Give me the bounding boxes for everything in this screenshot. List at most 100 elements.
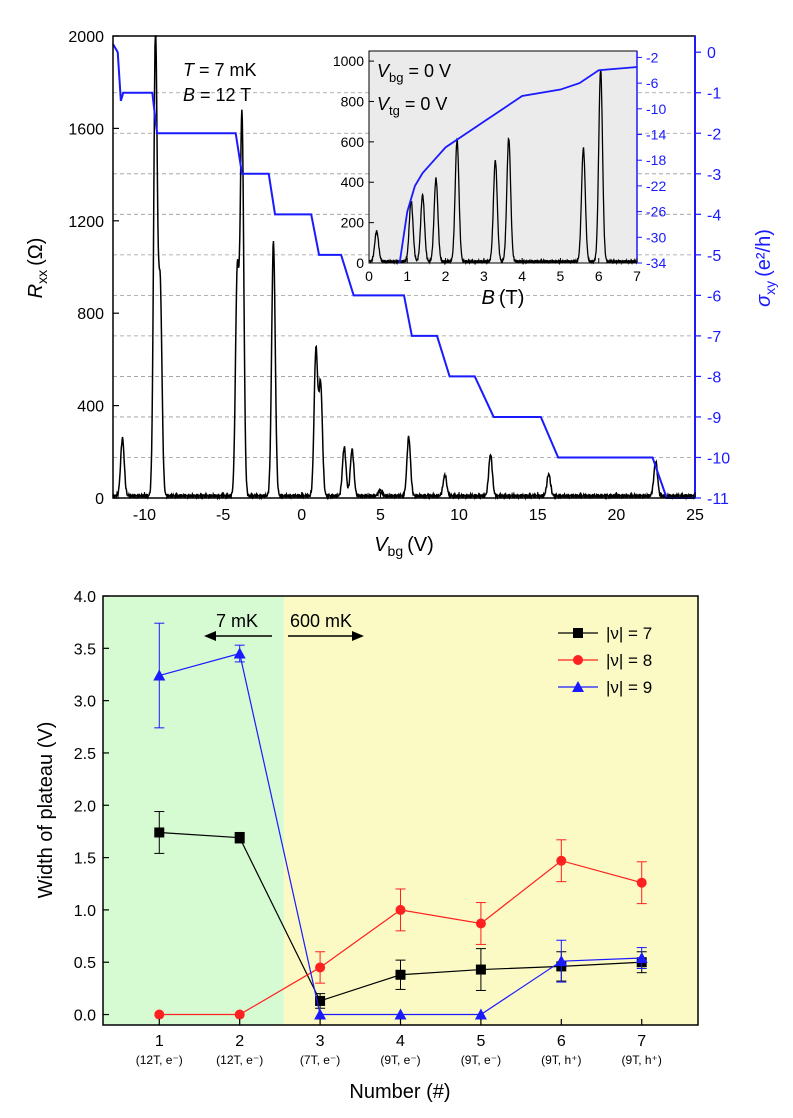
- inset-y-tick-label: 400: [341, 174, 365, 190]
- data-point-circle: [556, 855, 567, 866]
- top-x-tick-label: 0: [297, 507, 306, 524]
- inset-y2-tick-label: -14: [646, 127, 666, 143]
- top-y2-tick-label: -3: [707, 167, 721, 184]
- inset-x-tick-label: 1: [403, 268, 411, 284]
- bottom-x-tick-label: 2: [235, 1033, 244, 1050]
- top-x-tick-label: 15: [529, 507, 547, 524]
- top-rxx-line: [112, 35, 696, 501]
- bottom-x-tick-label: 7: [637, 1033, 646, 1050]
- bottom-x-sublabel: (12T, e⁻): [216, 1053, 263, 1067]
- temperature-region: [283, 596, 698, 1025]
- bottom-x-sublabel: (9T, e⁻): [380, 1053, 420, 1067]
- bottom-y-tick-label: 3.0: [74, 694, 96, 711]
- top-y2-tick-label: -1: [707, 86, 721, 103]
- inset-y-tick-label: 800: [341, 93, 365, 109]
- top-sigma-series: [112, 43, 695, 499]
- inset-y-ticks: 0 200 400 600 800 1000: [333, 53, 374, 271]
- bottom-x-sublabel: (9T, h⁺): [541, 1053, 581, 1067]
- data-point-triangle: [572, 681, 584, 692]
- data-point-square: [315, 995, 326, 1006]
- inset-y-tick-label: 200: [341, 215, 365, 231]
- top-y2-label: σxy(e²/h): [753, 229, 778, 307]
- data-point-circle: [636, 877, 647, 888]
- bottom-x-label: Number (#): [349, 1081, 450, 1103]
- top-y2-tick-label: -5: [707, 248, 721, 265]
- top-x-tick-label: 5: [376, 507, 385, 524]
- top-y2-tick-label: -4: [707, 207, 721, 224]
- data-point-circle: [154, 1009, 165, 1020]
- inset-x-tick-label: 0: [365, 268, 373, 284]
- data-point-circle: [234, 1009, 245, 1020]
- bottom-x-ticks: 1 (12T, e⁻) 2 (12T, e⁻) 3 (7T, e⁻) 4 (9T, e⁻) 5 (…: [136, 1019, 662, 1067]
- inset-x-tick-label: 5: [557, 268, 565, 284]
- bottom-y-ticks: 0.0 0.5 1.0 1.5 2.0 2.5 3.0 3.5 4.0: [74, 589, 109, 1025]
- top-x-tick-label: 10: [450, 507, 468, 524]
- inset-y2-tick-label: -30: [646, 229, 666, 245]
- inset-x-tick-label: 2: [442, 268, 450, 284]
- top-y-tick-label: 400: [77, 399, 104, 416]
- arrow-left-head-icon: [204, 631, 216, 641]
- bottom-x-tick-label: 3: [316, 1033, 325, 1050]
- bottom-x-sublabel: (9T, h⁺): [622, 1053, 662, 1067]
- inset-y-tick-label: 1000: [333, 53, 364, 69]
- data-point-triangle: [394, 1008, 407, 1020]
- data-point-square: [154, 827, 165, 838]
- bottom-legend: |ν| = 7 |ν| = 8 |ν| = 9: [558, 624, 652, 697]
- top-y2-tick-label: -6: [707, 288, 721, 305]
- bottom-x-sublabel: (7T, e⁻): [300, 1053, 340, 1067]
- inset-x-tick-label: 6: [595, 268, 603, 284]
- inset-y2-tick-label: -26: [646, 204, 666, 220]
- bottom-y-tick-label: 2.5: [74, 746, 96, 763]
- top-y2-tick-label: 0: [707, 45, 716, 62]
- inset-annotation-vbg: Vbg = 0 V: [377, 61, 451, 85]
- inset-annotation-vtg: Vtg = 0 V: [377, 94, 447, 118]
- data-point-triangle: [635, 952, 648, 964]
- data-point-triangle: [474, 1008, 487, 1020]
- top-rxx-series: [112, 35, 696, 501]
- inset-x-label: B (T): [482, 287, 525, 309]
- bottom-x-sublabel: (9T, e⁻): [461, 1053, 501, 1067]
- series-triangle: [153, 622, 648, 1020]
- bottom-regions: [103, 596, 698, 1025]
- inset-x-tick-label: 7: [633, 268, 641, 284]
- top-y2-tick-label: -7: [707, 329, 721, 346]
- inset-sigma-series: [398, 66, 638, 264]
- bottom-y-tick-label: 0.0: [74, 1008, 96, 1025]
- annotation-7mk: 7 mK: [216, 611, 258, 631]
- data-point-triangle: [153, 669, 166, 681]
- bottom-x-sublabel: (12T, e⁻): [136, 1053, 183, 1067]
- bottom-x-tick-label: 1: [155, 1033, 164, 1050]
- top-y-tick-label: 800: [77, 306, 104, 323]
- top-y-tick-label: 1200: [68, 214, 104, 231]
- top-sigma-line: [112, 43, 695, 499]
- top-annotation-temperature: T = 7 mK: [183, 60, 257, 80]
- bottom-y-tick-label: 1.5: [74, 851, 96, 868]
- data-point-triangle: [555, 955, 568, 967]
- data-point-square: [573, 628, 583, 638]
- inset-chart: 0 1 2 3 4 5 6 7 0 200 400 600 800 1000 -2 -6 -10 -14 -18…: [333, 49, 667, 309]
- series-circle: [154, 839, 647, 1020]
- top-x-tick-label: 20: [607, 507, 625, 524]
- top-y-tick-label: 0: [95, 491, 104, 508]
- top-y2-tick-label: -8: [707, 369, 721, 386]
- legend-label: |ν| = 9: [606, 678, 652, 697]
- top-y2-tick-label: -2: [707, 126, 721, 143]
- top-y-ticks: 0 400 800 1200 1600 2000: [68, 29, 119, 508]
- top-y-label: Rxx(Ω): [25, 238, 50, 299]
- data-point-triangle: [314, 1008, 327, 1020]
- inset-y2-ticks: -2 -6 -10 -14 -18 -22 -26 -30 -34: [637, 49, 666, 271]
- top-y-tick-label: 1600: [68, 121, 104, 138]
- bottom-series: [153, 622, 648, 1020]
- top-y2-tick-label: -10: [707, 450, 730, 467]
- data-point-square: [395, 969, 406, 980]
- inset-y2-tick-label: -2: [646, 49, 659, 65]
- inset-y2-tick-label: -22: [646, 178, 666, 194]
- inset-y-tick-label: 0: [356, 255, 364, 271]
- inset-x-tick-label: 4: [518, 268, 526, 284]
- bottom-y-tick-label: 2.0: [74, 798, 96, 815]
- top-x-ticks: -10 -5 0 5 10 15 20 25: [133, 492, 704, 524]
- top-x-tick-label: -10: [133, 507, 156, 524]
- inset-x-tick-label: 3: [480, 268, 488, 284]
- inset-x-ticks: 0 1 2 3 4 5 6 7: [365, 258, 641, 284]
